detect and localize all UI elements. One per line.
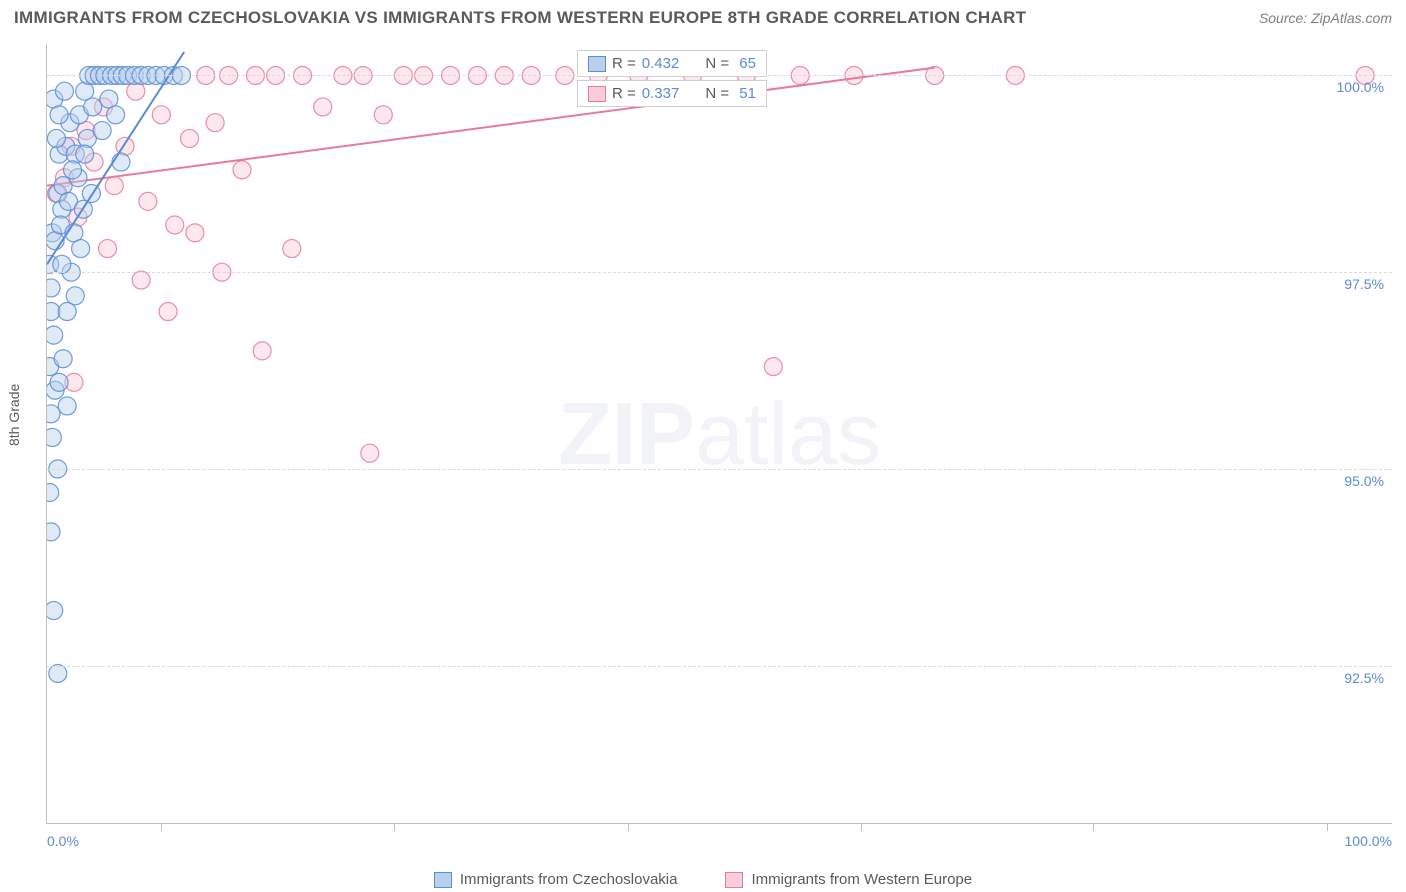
watermark-light: atlas [695,384,881,483]
stats-swatch [588,56,606,72]
gridline [47,272,1392,273]
legend-label-series2: Immigrants from Western Europe [751,871,972,888]
source-label: Source: ZipAtlas.com [1259,10,1392,26]
x-tick [628,823,629,831]
stats-box: R = 0.337 N = 51 [577,80,767,107]
stats-n-value: 51 [735,85,756,102]
legend-swatch-series2 [725,872,743,888]
gridline [47,666,1392,667]
stats-r-value: 0.432 [642,55,680,72]
legend-label-series1: Immigrants from Czechoslovakia [460,871,678,888]
stats-n-label: N = [705,55,729,72]
gridline [47,469,1392,470]
y-tick-label: 92.5% [1344,670,1384,686]
y-tick-label: 100.0% [1337,79,1384,95]
chart-header: IMMIGRANTS FROM CZECHOSLOVAKIA VS IMMIGR… [0,0,1406,32]
stats-r-value: 0.337 [642,85,680,102]
y-tick-label: 95.0% [1344,473,1384,489]
y-tick-label: 97.5% [1344,276,1384,292]
x-tick-label: 0.0% [47,833,79,849]
x-tick [161,823,162,831]
stats-swatch [588,86,606,102]
legend: Immigrants from Czechoslovakia Immigrant… [0,871,1406,888]
legend-item-series1: Immigrants from Czechoslovakia [434,871,678,888]
legend-item-series2: Immigrants from Western Europe [725,871,972,888]
chart-title: IMMIGRANTS FROM CZECHOSLOVAKIA VS IMMIGR… [14,8,1026,28]
x-tick [1093,823,1094,831]
watermark-bold: ZIP [558,384,695,483]
stats-n-label: N = [705,85,729,102]
x-tick-label: 100.0% [1345,833,1392,849]
stats-box: R = 0.432 N = 65 [577,50,767,77]
chart-svg [47,44,1392,823]
y-axis-title: 8th Grade [6,384,22,446]
x-tick [861,823,862,831]
legend-swatch-series1 [434,872,452,888]
stats-r-label: R = [612,85,636,102]
x-tick [394,823,395,831]
stats-r-label: R = [612,55,636,72]
plot-area: ZIPatlas 92.5%95.0%97.5%100.0%0.0%100.0%… [46,44,1392,824]
x-tick [1327,823,1328,831]
stats-n-value: 65 [735,55,756,72]
